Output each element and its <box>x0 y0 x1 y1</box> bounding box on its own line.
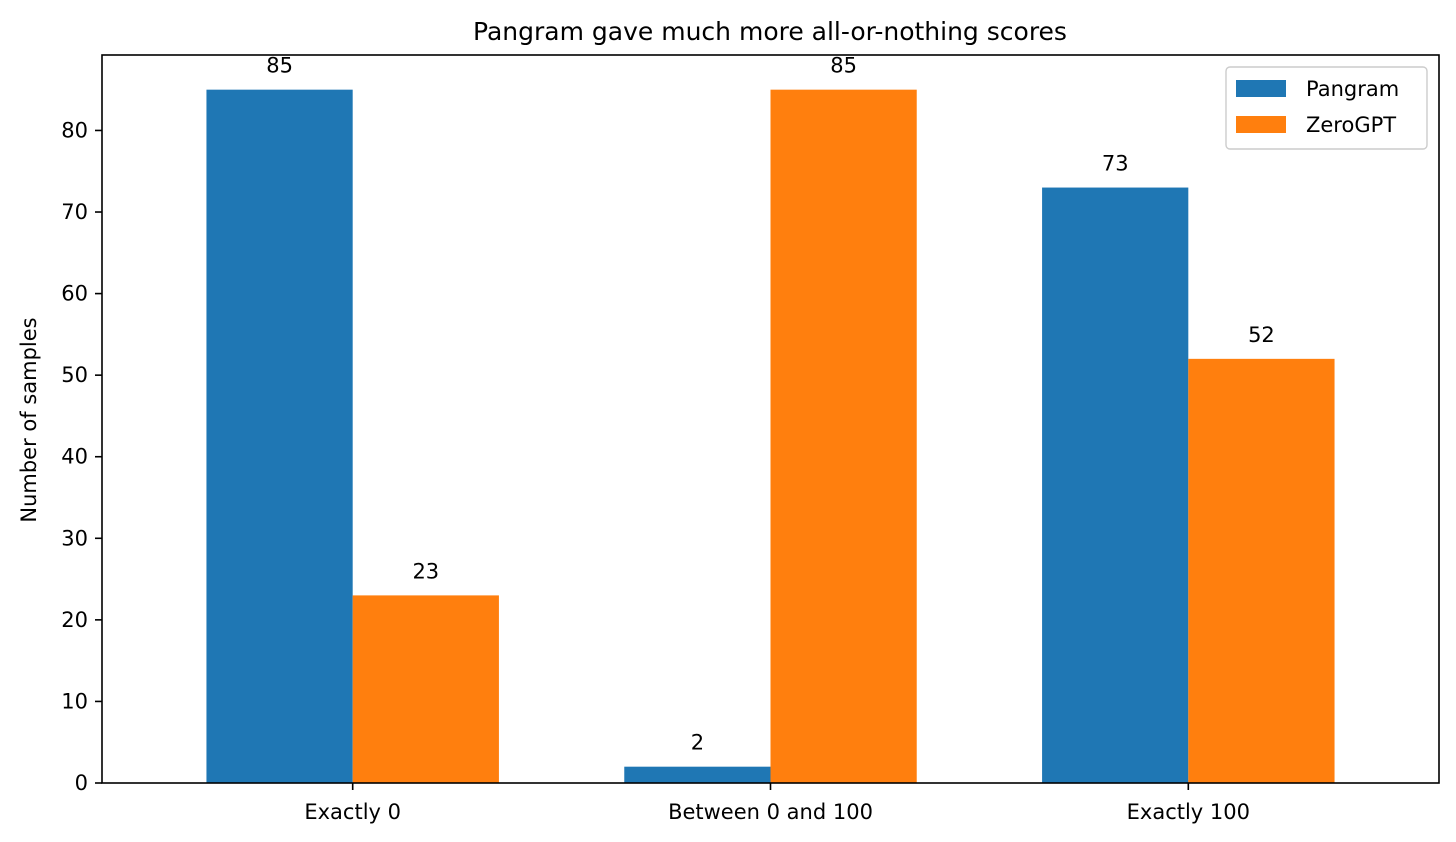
value-label-pangram-2: 73 <box>1102 152 1129 176</box>
legend-label-pangram: Pangram <box>1306 77 1399 101</box>
value-label-zerogpt-0: 23 <box>412 559 439 583</box>
legend-swatch-pangram <box>1236 80 1286 97</box>
value-label-pangram-1: 2 <box>691 731 704 755</box>
value-labels-layer: 85 2 73 23 85 52 <box>266 54 1275 755</box>
y-tick-label: 60 <box>61 282 88 306</box>
y-tick-label: 50 <box>61 363 88 387</box>
y-tick-label: 30 <box>61 526 88 550</box>
x-tick-label: Exactly 100 <box>1127 800 1250 824</box>
chart-title: Pangram gave much more all-or-nothing sc… <box>473 17 1067 46</box>
value-label-zerogpt-2: 52 <box>1248 323 1275 347</box>
plot-frame <box>101 54 1440 784</box>
bar-pangram-0 <box>206 89 353 783</box>
y-tick-label: 0 <box>75 771 88 795</box>
bar-zerogpt-0 <box>352 595 499 783</box>
y-axis: 0 10 20 30 40 50 60 70 80 <box>61 118 102 795</box>
y-tick-label: 80 <box>61 118 88 142</box>
bar-zerogpt-1 <box>770 89 917 783</box>
y-tick-label: 20 <box>61 608 88 632</box>
bar-pangram-2 <box>1042 187 1189 784</box>
bar-pangram-1 <box>624 766 771 783</box>
bar-zerogpt-2 <box>1188 358 1335 783</box>
y-tick-label: 40 <box>61 445 88 469</box>
y-tick-label: 10 <box>61 689 88 713</box>
x-axis: Exactly 0 Between 0 and 100 Exactly 100 <box>304 783 1250 824</box>
legend-swatch-zerogpt <box>1236 116 1286 133</box>
legend-label-zerogpt: ZeroGPT <box>1306 113 1396 137</box>
x-tick-label: Between 0 and 100 <box>668 800 873 824</box>
y-tick-label: 70 <box>61 200 88 224</box>
x-tick-label: Exactly 0 <box>304 800 401 824</box>
y-axis-label: Number of samples <box>17 317 41 522</box>
bars-layer <box>206 89 1335 784</box>
value-label-zerogpt-1: 85 <box>830 54 857 78</box>
value-label-pangram-0: 85 <box>266 54 293 78</box>
legend: Pangram ZeroGPT <box>1225 66 1428 150</box>
